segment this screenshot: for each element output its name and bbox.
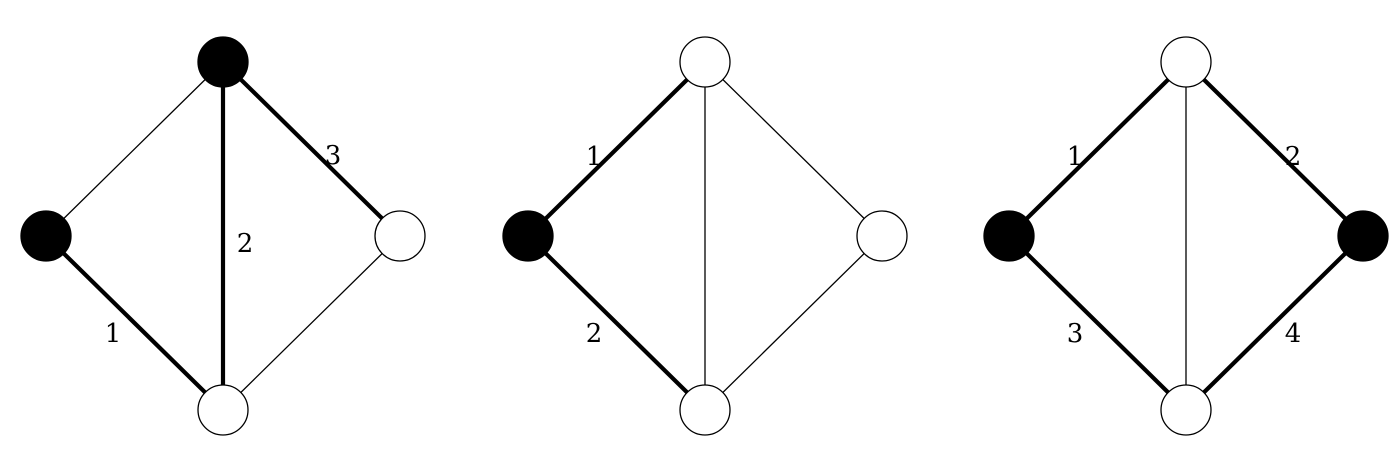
edge-label-top-left: 1	[586, 142, 603, 172]
edge-top-right-bold	[1184, 60, 1365, 238]
node-right-empty	[374, 210, 426, 262]
graph-2: 12	[502, 36, 908, 436]
node-right-empty	[856, 210, 908, 262]
edge-top-left	[45, 61, 224, 237]
edge-top-left-bold	[526, 60, 707, 238]
edge-label-top-bottom: 2	[237, 229, 254, 259]
edge-label-top-right: 3	[325, 141, 342, 171]
edge-label-left-bottom: 1	[105, 319, 122, 349]
edge-right-bottom-bold	[1184, 234, 1365, 412]
node-top-empty	[1160, 36, 1212, 88]
graph-3: 1 2 3 4	[983, 36, 1389, 436]
node-left-filled	[983, 210, 1035, 262]
edge-right-bottom	[222, 235, 401, 411]
node-right-filled	[1337, 210, 1389, 262]
node-bottom-empty	[679, 384, 731, 436]
node-left-filled	[20, 210, 72, 262]
node-bottom-empty	[197, 384, 249, 436]
edge-label-left-bottom: 3	[1067, 319, 1084, 349]
graph-1: 3 2 1	[20, 36, 426, 436]
node-left-filled	[502, 210, 554, 262]
edge-top-right-bold	[221, 60, 402, 238]
edge-label-top-right: 2	[1285, 142, 1302, 172]
edge-left-bottom-bold	[526, 234, 707, 412]
edge-left-bottom-bold	[1007, 234, 1188, 412]
node-bottom-empty	[1160, 384, 1212, 436]
node-top-empty	[679, 36, 731, 88]
edge-top-right	[704, 61, 883, 237]
edge-left-bottom-bold	[44, 234, 225, 412]
edge-label-top-left: 1	[1067, 142, 1084, 172]
edge-right-bottom	[704, 235, 883, 411]
edge-top-left-bold	[1007, 60, 1188, 238]
edge-label-right-bottom: 4	[1285, 319, 1302, 349]
edge-label-left-bottom: 2	[586, 319, 603, 349]
node-top-filled	[197, 36, 249, 88]
